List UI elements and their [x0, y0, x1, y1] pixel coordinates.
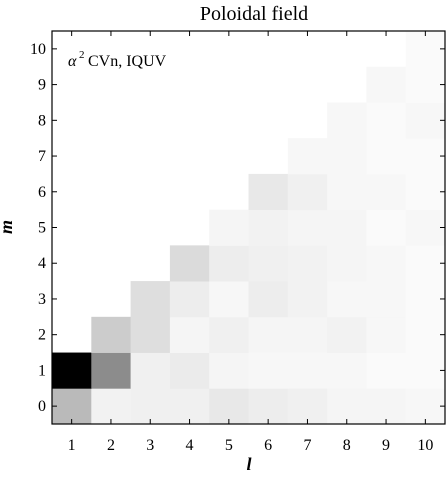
heatmap-cell-l8-m2 — [327, 316, 367, 353]
heatmap-cell-l8-m5 — [327, 209, 367, 246]
heatmap-cell-l9-m2 — [366, 316, 407, 353]
heatmap-cell-l10-m9 — [405, 66, 446, 103]
heatmap-cell-l8-m4 — [327, 245, 367, 282]
heatmap-cell-l2-m2 — [91, 316, 131, 353]
heatmap-cell-l4-m1 — [169, 352, 210, 389]
heatmap-cell-l6-m0 — [248, 388, 289, 425]
x-tick-label: 1 — [68, 437, 76, 454]
x-tick-label: 3 — [146, 437, 154, 454]
x-tick-label: 10 — [417, 437, 433, 454]
heatmap-cell-l8-m6 — [327, 173, 367, 211]
heatmap-cell-l5-m5 — [209, 209, 249, 246]
heatmap-cell-l2-m0 — [91, 388, 131, 425]
heatmap-cell-l8-m3 — [327, 281, 367, 318]
y-tick-label: 6 — [38, 184, 46, 201]
y-tick-label: 10 — [30, 41, 46, 58]
chart-title: Poloidal field — [200, 3, 308, 25]
annotation: α 2 CVn, IQUV — [68, 49, 167, 70]
heatmap-cell-l6-m6 — [248, 173, 289, 211]
x-tick-label: 4 — [186, 437, 194, 454]
x-tick-label: 9 — [382, 437, 390, 454]
heatmap-cell-l3-m3 — [130, 281, 171, 318]
y-tick-label: 8 — [38, 112, 46, 129]
heatmap-cell-l9-m3 — [366, 281, 407, 318]
heatmap-cell-l9-m9 — [366, 66, 407, 103]
y-tick-label: 5 — [38, 220, 46, 237]
heatmap-cell-l5-m2 — [209, 316, 249, 353]
y-tick-label: 1 — [38, 362, 46, 379]
x-axis-label: l — [246, 454, 251, 474]
heatmap-cell-l1-m0 — [52, 388, 92, 425]
heatmap-cells — [52, 31, 446, 425]
y-tick-labels: 0 1 2 3 4 5 6 7 8 9 10 — [30, 41, 46, 415]
y-tick-label: 4 — [38, 255, 46, 272]
x-tick-labels: 1 2 3 4 5 6 7 8 9 10 — [68, 437, 434, 454]
heatmap-cell-l10-m6 — [405, 173, 446, 211]
annotation-text: CVn, IQUV — [88, 53, 167, 70]
heatmap-cell-l7-m6 — [287, 173, 328, 211]
y-axis-label: m — [0, 220, 16, 234]
y-tick-label: 0 — [38, 398, 46, 415]
heatmap-cell-l8-m7 — [327, 138, 367, 175]
heatmap-cell-l10-m2 — [405, 316, 446, 353]
heatmap-cell-l7-m5 — [287, 209, 328, 246]
heatmap-cell-l6-m2 — [248, 316, 289, 353]
y-tick-label: 9 — [38, 77, 46, 94]
heatmap-cell-l10-m0 — [405, 388, 446, 425]
heatmap-cell-l6-m5 — [248, 209, 289, 246]
y-tick-label: 2 — [38, 327, 46, 344]
heatmap-cell-l7-m4 — [287, 245, 328, 282]
heatmap-cell-l7-m0 — [287, 388, 328, 425]
heatmap-cell-l3-m1 — [130, 352, 171, 389]
y-tick-label: 3 — [38, 291, 46, 308]
heatmap-cell-l5-m4 — [209, 245, 249, 282]
heatmap-cell-l3-m0 — [130, 388, 171, 425]
heatmap-cell-l9-m5 — [366, 209, 407, 246]
heatmap-cell-l10-m8 — [405, 102, 446, 139]
heatmap-cell-l8-m8 — [327, 102, 367, 139]
heatmap-cell-l10-m3 — [405, 281, 446, 318]
heatmap-cell-l5-m0 — [209, 388, 249, 425]
heatmap-cell-l7-m3 — [287, 281, 328, 318]
heatmap-cell-l7-m7 — [287, 138, 328, 175]
heatmap-cell-l5-m1 — [209, 352, 249, 389]
x-tick-label: 5 — [225, 437, 233, 454]
heatmap-cell-l7-m1 — [287, 352, 328, 389]
heatmap-cell-l6-m1 — [248, 352, 289, 389]
heatmap-cell-l6-m3 — [248, 281, 289, 318]
y-tick-label: 7 — [38, 148, 46, 165]
heatmap-cell-l10-m10 — [405, 31, 446, 68]
heatmap-cell-l4-m0 — [169, 388, 210, 425]
annotation-symbol: α — [68, 53, 77, 70]
heatmap-cell-l7-m2 — [287, 316, 328, 353]
heatmap-cell-l1-m1 — [52, 352, 92, 389]
heatmap-cell-l9-m7 — [366, 138, 407, 175]
heatmap-cell-l8-m1 — [327, 352, 367, 389]
heatmap-cell-l10-m1 — [405, 352, 446, 389]
heatmap-cell-l9-m1 — [366, 352, 407, 389]
heatmap-cell-l5-m3 — [209, 281, 249, 318]
heatmap-cell-l9-m6 — [366, 173, 407, 211]
annotation-superscript: 2 — [79, 49, 85, 61]
heatmap-cell-l10-m4 — [405, 245, 446, 282]
x-tick-label: 8 — [343, 437, 351, 454]
x-tick-label: 6 — [264, 437, 272, 454]
heatmap-cell-l3-m2 — [130, 316, 171, 353]
heatmap-cell-l6-m4 — [248, 245, 289, 282]
heatmap-cell-l2-m1 — [91, 352, 131, 389]
axis-ticks — [52, 31, 445, 424]
x-tick-label: 7 — [303, 437, 311, 454]
heatmap-cell-l10-m7 — [405, 138, 446, 175]
x-tick-label: 2 — [107, 437, 115, 454]
heatmap-cell-l4-m2 — [169, 316, 210, 353]
heatmap-cell-l9-m0 — [366, 388, 407, 425]
heatmap-cell-l9-m8 — [366, 102, 407, 139]
heatmap-cell-l4-m3 — [169, 281, 210, 318]
heatmap-cell-l4-m4 — [169, 245, 210, 282]
heatmap-cell-l8-m0 — [327, 388, 367, 425]
heatmap-cell-l9-m4 — [366, 245, 407, 282]
heatmap-cell-l10-m5 — [405, 209, 446, 246]
